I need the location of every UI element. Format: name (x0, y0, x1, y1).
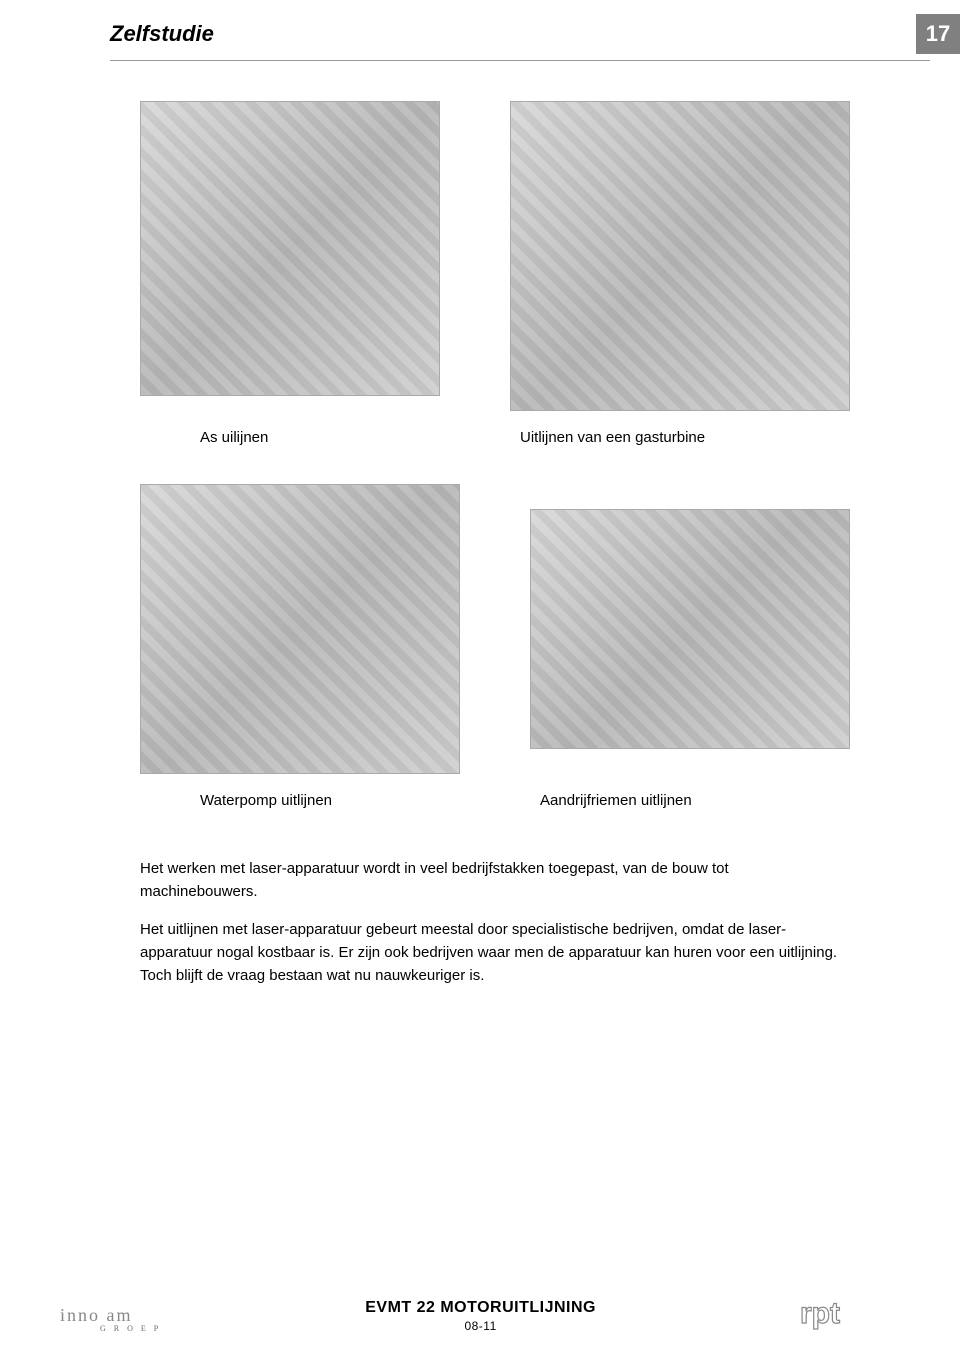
caption-waterpump: Waterpomp uitlijnen (140, 792, 490, 809)
caption-gasturbine: Uitlijnen van een gasturbine (480, 429, 850, 446)
logo-innovam: inno am G R O E P (60, 1305, 161, 1333)
caption-row-2: Waterpomp uitlijnen Aandrijfriemen uitli… (140, 792, 850, 809)
body-text: Het werken met laser-apparatuur wordt in… (140, 857, 850, 987)
footer-title: EVMT 22 MOTORUITLIJNING (365, 1299, 596, 1317)
header-rule (110, 60, 930, 61)
paragraph-1: Het werken met laser-apparatuur wordt in… (140, 857, 850, 904)
page-footer: inno am G R O E P EVMT 22 MOTORUITLIJNIN… (0, 1293, 960, 1333)
section-title: Zelfstudie (110, 21, 214, 47)
caption-drivebelt: Aandrijfriemen uitlijnen (490, 792, 850, 809)
figure-image-drivebelt (530, 509, 850, 749)
figure-row-1 (140, 101, 850, 411)
figure-row-2 (140, 484, 850, 774)
page-header: Zelfstudie 17 (0, 0, 960, 54)
paragraph-2: Het uitlijnen met laser-apparatuur gebeu… (140, 918, 850, 988)
content-area: As uilijnen Uitlijnen van een gasturbine… (0, 101, 960, 987)
page-number-badge: 17 (916, 14, 960, 54)
logo-rpt: rpt (800, 1293, 900, 1333)
caption-shaft-alignment: As uilijnen (140, 429, 480, 446)
figure-image-waterpump (140, 484, 460, 774)
caption-row-1: As uilijnen Uitlijnen van een gasturbine (140, 429, 850, 446)
svg-text:rpt: rpt (800, 1297, 840, 1330)
logo-innovam-sub: G R O E P (60, 1324, 161, 1333)
figure-image-shaft-alignment (140, 101, 440, 396)
footer-datecode: 08-11 (365, 1319, 596, 1333)
logo-innovam-main: inno am (60, 1305, 133, 1325)
rpt-icon: rpt (800, 1295, 900, 1331)
footer-center: EVMT 22 MOTORUITLIJNING 08-11 (365, 1299, 596, 1333)
figure-image-gasturbine-screens (510, 101, 850, 411)
